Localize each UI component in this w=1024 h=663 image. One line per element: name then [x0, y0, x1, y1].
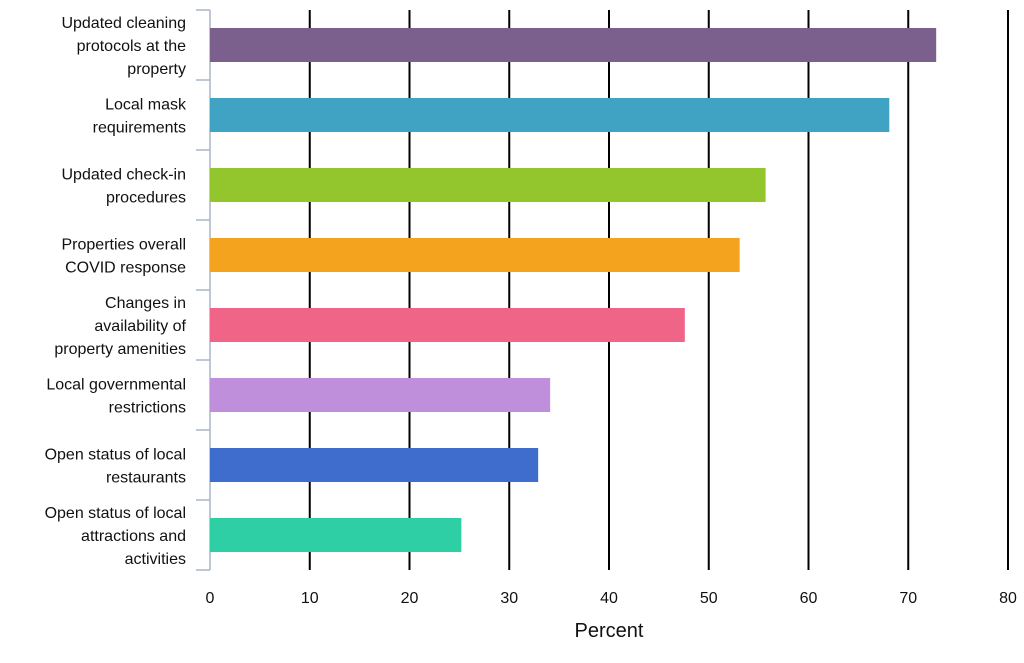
bar — [210, 378, 551, 412]
bar — [210, 98, 890, 132]
bar — [210, 308, 685, 342]
category-label-line: Open status of local — [45, 447, 186, 464]
category-label-line: activities — [125, 551, 186, 568]
category-label: Changes in availability of property amenit… — [54, 295, 186, 358]
category-label-line: requirements — [93, 120, 186, 137]
bar — [210, 168, 766, 202]
category-label-line: restaurants — [106, 470, 186, 487]
x-tick-label: 10 — [301, 590, 319, 607]
category-label: Open status of local restaurants — [45, 447, 186, 487]
category-label: Updated check-in procedures — [61, 167, 186, 207]
category-label-line: Open status of local — [45, 505, 186, 522]
category-label-line: protocols at the — [77, 38, 187, 55]
category-label-line: property — [127, 61, 186, 78]
gridlines — [308, 10, 1009, 570]
bar — [210, 518, 462, 552]
category-label: Local mask requirements — [93, 97, 187, 137]
category-label-line: Properties overall — [62, 237, 187, 254]
category-label-line: Changes in — [105, 295, 186, 312]
x-tick-label: 70 — [899, 590, 917, 607]
x-tick-labels: 0 10 20 30 40 50 60 70 80 — [206, 590, 1017, 607]
category-label-line: availability of — [94, 318, 186, 335]
bar — [210, 448, 539, 482]
x-tick-label: 50 — [700, 590, 718, 607]
category-label-line: Local governmental — [46, 377, 186, 394]
category-label: Open status of local attractions and activ… — [45, 505, 186, 568]
x-tick-label: 0 — [206, 590, 215, 607]
x-tick-label: 80 — [999, 590, 1017, 607]
x-tick-label: 60 — [800, 590, 818, 607]
category-labels: Updated cleaning protocols at the property… — [45, 15, 187, 568]
category-label-line: procedures — [106, 190, 186, 207]
category-label-line: restrictions — [109, 400, 186, 417]
y-axis — [196, 9, 211, 571]
category-label: Local governmental restrictions — [46, 377, 186, 417]
category-label-line: attractions and — [81, 528, 186, 545]
bars — [210, 28, 937, 552]
x-tick-label: 30 — [500, 590, 518, 607]
x-axis-title: Percent — [575, 620, 644, 642]
bar — [210, 28, 937, 62]
category-label-line: Local mask — [105, 97, 187, 114]
category-label-line: COVID response — [65, 260, 186, 277]
category-label: Properties overall COVID response — [62, 237, 187, 277]
x-tick-label: 20 — [401, 590, 419, 607]
category-label: Updated cleaning protocols at the property — [61, 15, 186, 78]
category-label-line: Updated check-in — [61, 167, 186, 184]
category-label-line: Updated cleaning — [61, 15, 186, 32]
bar — [210, 238, 740, 272]
x-tick-label: 40 — [600, 590, 618, 607]
category-label-line: property amenities — [54, 341, 186, 358]
